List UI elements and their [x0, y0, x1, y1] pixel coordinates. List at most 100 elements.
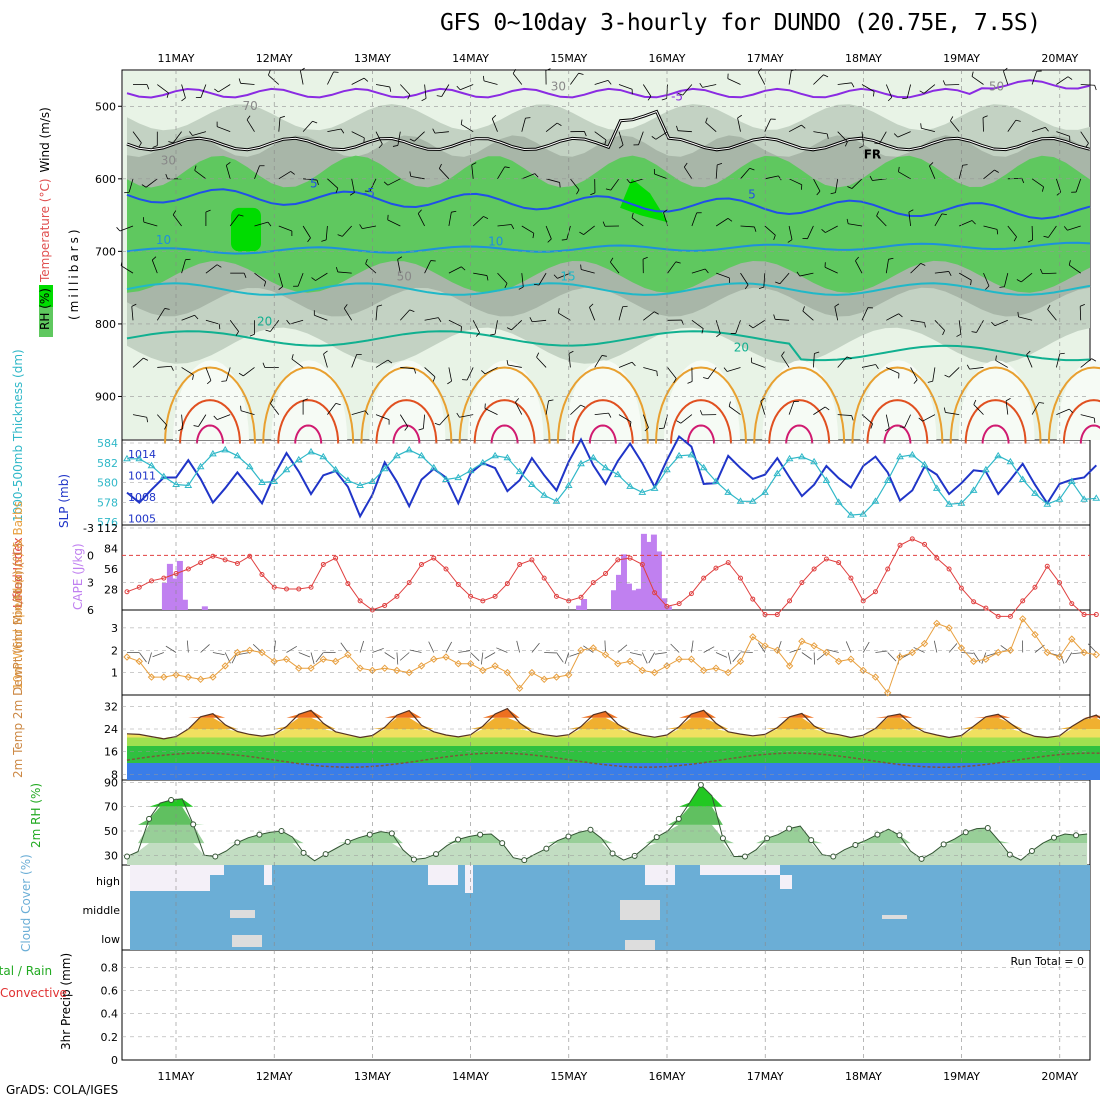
- thickness-point: [123, 454, 131, 462]
- wind-barb-flag: [823, 74, 829, 78]
- wind-barb-flag: [512, 68, 517, 74]
- cloud-gap: [465, 865, 473, 893]
- slp-tick: 1011: [128, 469, 156, 482]
- wind-barb: [570, 72, 579, 85]
- wind-barb-flag: [267, 221, 272, 227]
- date-label-bottom: 15MAY: [550, 1070, 587, 1083]
- wind-barb: [764, 175, 779, 180]
- wind-barb: [128, 178, 134, 193]
- wind10-point: [380, 664, 389, 672]
- wind10-point: [577, 646, 585, 655]
- lifted-tick: -3: [83, 522, 94, 535]
- wind-barb-flag: [1047, 304, 1051, 310]
- temp-fill-band: [127, 737, 1100, 746]
- lifted-point: [149, 578, 155, 584]
- precip-ylabel: 3hr Precip (mm): [59, 953, 73, 1050]
- ytick-label: 500: [95, 100, 116, 113]
- date-label-top: 18MAY: [845, 52, 882, 65]
- lifted-point: [553, 593, 559, 599]
- wind-barb: [365, 263, 377, 274]
- wind10-point: [675, 655, 683, 663]
- wind-barb-flag: [116, 227, 121, 232]
- rh-point: [1073, 832, 1080, 839]
- wind-barb-flag: [791, 69, 797, 72]
- cape-bar: [615, 574, 622, 610]
- wind10-point: [331, 657, 340, 666]
- wind-barb: [375, 359, 389, 368]
- wind-barb: [638, 131, 644, 145]
- wind-barb: [1031, 126, 1046, 133]
- thickness-point: [221, 445, 230, 453]
- wind-barb-flag: [243, 272, 247, 278]
- wind-barb-flag: [920, 123, 922, 129]
- wind-barb-flag: [642, 256, 648, 260]
- surface-heat-contour: [392, 424, 421, 444]
- cloud-gap: [428, 865, 458, 885]
- precip-run-total: Run Total = 0: [1011, 955, 1085, 968]
- wind-barb: [995, 360, 1008, 368]
- rh-point: [697, 781, 704, 788]
- precip-tick: 0.4: [101, 1008, 119, 1021]
- wind-barb-flag: [483, 75, 485, 81]
- surface-heat-contour: [670, 399, 732, 444]
- lifted-point: [799, 580, 805, 586]
- thickness-point: [344, 476, 352, 483]
- wind-barb-flag: [1017, 311, 1019, 317]
- wind-barb-flag: [471, 162, 477, 166]
- lifted-point: [1093, 612, 1099, 618]
- cape-bar: [650, 534, 657, 610]
- ylabel-part: Temperature (°C): [38, 178, 52, 283]
- wind-barb-flag: [999, 286, 1005, 288]
- wind10-barb: [887, 652, 897, 662]
- wind10-line: [126, 617, 1097, 694]
- wind-barb: [834, 306, 839, 321]
- wind10-barb: [200, 644, 210, 653]
- wind-barb-flag: [580, 404, 586, 408]
- wind-barb-flag: [278, 286, 283, 290]
- wind10-barb: [531, 642, 540, 653]
- wind-barb-flag: [475, 332, 480, 337]
- temp-fill-band: [127, 729, 1100, 738]
- wind-barb-flag: [830, 192, 836, 195]
- wind-barb: [898, 171, 911, 180]
- cloud-gap: [780, 875, 792, 889]
- wind10-barb: [789, 648, 802, 653]
- thickness-point: [932, 484, 941, 491]
- surface-heat-contour: [785, 424, 814, 444]
- wind-barb-flag: [268, 70, 271, 76]
- rh-line: [126, 784, 1088, 862]
- cape-bar: [630, 590, 637, 610]
- wind-barb: [740, 272, 749, 286]
- wind-barb: [618, 84, 633, 90]
- wind-barb-flag: [205, 209, 211, 213]
- wind-barb-flag: [1005, 397, 1011, 402]
- wind-barb-flag: [705, 117, 708, 123]
- thickness-point: [675, 451, 683, 459]
- wind-barb: [362, 225, 377, 230]
- lifted-point: [701, 575, 707, 581]
- wind-barb-flag: [787, 239, 793, 243]
- wind-barb: [1069, 264, 1081, 274]
- wind-barb-flag: [1041, 186, 1044, 192]
- thickness-point: [184, 481, 193, 488]
- lifted-point: [836, 560, 842, 566]
- cape-tick: 112: [97, 522, 118, 535]
- wind-barb-flag: [956, 333, 962, 337]
- wind-barb-flag: [749, 167, 755, 171]
- wind10-point: [258, 648, 266, 657]
- wind-barb-flag: [704, 268, 709, 274]
- wind-barb: [400, 309, 410, 321]
- wind-barb-flag: [194, 165, 197, 171]
- wind-barb: [375, 131, 383, 145]
- wind-barb-flag: [387, 359, 393, 364]
- date-label-bottom: 20MAY: [1041, 1070, 1078, 1083]
- wind-barb: [813, 131, 828, 135]
- wind-barb: [494, 320, 498, 335]
- wind-barb: [594, 412, 609, 416]
- surface-heat-contour: [556, 366, 649, 444]
- wind-barb: [397, 259, 401, 274]
- wind-barb: [351, 354, 358, 368]
- rh-point: [388, 830, 395, 837]
- cape-bar: [610, 590, 617, 610]
- wind-barb: [521, 225, 535, 234]
